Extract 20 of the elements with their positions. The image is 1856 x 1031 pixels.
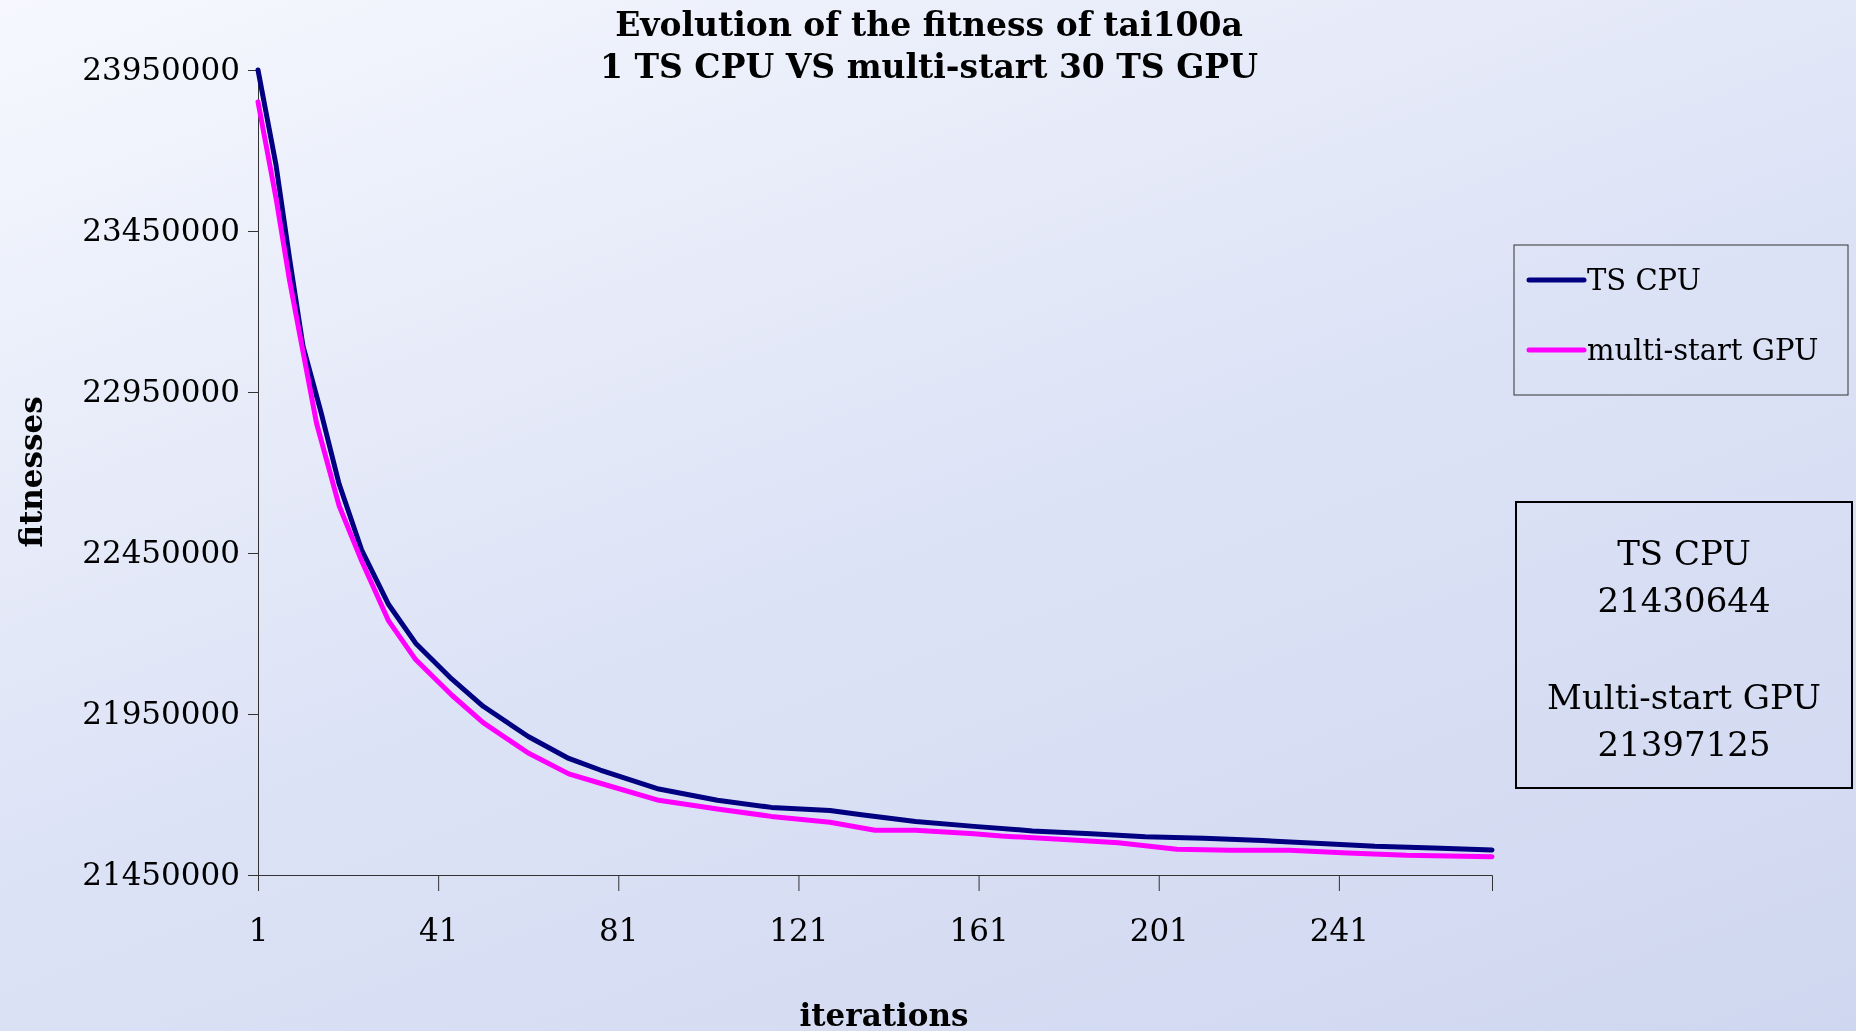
y-tick-label: 23950000 bbox=[82, 51, 240, 88]
x-tick-label: 1 bbox=[248, 912, 269, 949]
text: Multi-start GPU 21397125 bbox=[1547, 677, 1821, 764]
text: TS CPU 21430644 bbox=[1597, 533, 1771, 620]
x-axis-title: iterations bbox=[799, 997, 969, 1031]
x-tick-label: 81 bbox=[599, 912, 639, 949]
y-axis-title: fitnesses bbox=[13, 396, 49, 548]
y-tick-label: 22950000 bbox=[82, 373, 240, 410]
y-tick-label: 23450000 bbox=[82, 212, 240, 249]
chart-title: Evolution of the fitness of tai100a 1 TS CPU VS multi-start 30 TS GPU bbox=[600, 5, 1259, 86]
legend-label: TS CPU bbox=[1587, 263, 1702, 297]
x-tick-label: 121 bbox=[769, 912, 829, 949]
x-tick-label: 201 bbox=[1129, 912, 1189, 949]
x-tick-label: 241 bbox=[1309, 912, 1369, 949]
y-tick-label: 22450000 bbox=[82, 534, 240, 571]
legend-label: multi-start GPU bbox=[1587, 333, 1819, 367]
y-tick-label: 21450000 bbox=[82, 856, 240, 893]
x-tick-label: 161 bbox=[949, 912, 1009, 949]
x-tick-label: 41 bbox=[418, 912, 459, 949]
y-tick-label: 21950000 bbox=[82, 695, 240, 732]
